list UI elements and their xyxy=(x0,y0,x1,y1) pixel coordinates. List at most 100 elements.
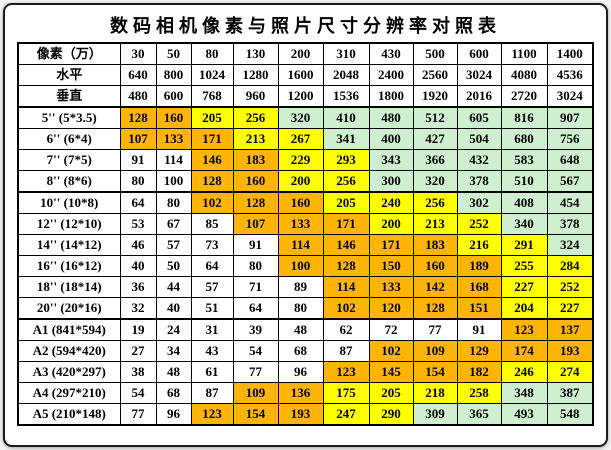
pixel-count-cell: 1400 xyxy=(546,42,594,65)
value-cell: 274 xyxy=(546,361,594,383)
row-label: A1 (841*594) xyxy=(17,318,121,341)
value-cell: 160 xyxy=(412,255,458,277)
vertical-res-cell: 2016 xyxy=(456,85,502,108)
value-cell: 46 xyxy=(119,234,157,256)
value-cell: 175 xyxy=(322,382,370,404)
value-cell: 80 xyxy=(232,255,279,277)
value-cell: 205 xyxy=(190,106,234,129)
value-cell: 107 xyxy=(119,128,157,150)
value-cell: 365 xyxy=(456,403,502,426)
pixel-count-cell: 500 xyxy=(412,42,458,65)
value-cell: 80 xyxy=(155,191,192,214)
row-label: 18'' (18*14) xyxy=(17,276,121,298)
value-cell: 128 xyxy=(119,106,157,129)
horizontal-res-cell: 2560 xyxy=(412,64,458,86)
horizontal-res-cell: 640 xyxy=(119,64,157,86)
value-cell: 255 xyxy=(500,255,548,277)
value-cell: 51 xyxy=(190,297,234,320)
value-cell: 193 xyxy=(546,340,594,362)
value-cell: 512 xyxy=(412,106,458,129)
value-cell: 128 xyxy=(232,191,279,214)
value-cell: 40 xyxy=(119,255,157,277)
value-cell: 605 xyxy=(456,106,502,129)
value-cell: 73 xyxy=(190,234,234,256)
value-cell: 136 xyxy=(277,382,324,404)
value-cell: 183 xyxy=(232,149,279,171)
row-label: 5'' (5*3.5) xyxy=(17,106,121,129)
table-row: A1 (841*594) 19 24 31 39 48 62 72 77 91 123 137 xyxy=(17,318,594,341)
value-cell: 366 xyxy=(412,149,458,171)
value-cell: 204 xyxy=(500,297,548,320)
row-label: A2 (594*420) xyxy=(17,340,121,362)
value-cell: 548 xyxy=(546,403,594,426)
value-cell: 174 xyxy=(500,340,548,362)
size-rows: 5'' (5*3.5) 128 160 205 256 320 410 480 512 605 81… xyxy=(17,106,594,426)
row-label: 10'' (10*8) xyxy=(17,191,121,214)
value-cell: 408 xyxy=(500,191,548,214)
value-cell: 77 xyxy=(119,403,157,426)
row-label: 7'' (7*5) xyxy=(17,149,121,171)
value-cell: 44 xyxy=(155,276,192,298)
value-cell: 89 xyxy=(277,276,324,298)
value-cell: 400 xyxy=(368,128,414,150)
value-cell: 146 xyxy=(322,234,370,256)
row-label: A5 (210*148) xyxy=(17,403,121,426)
value-cell: 50 xyxy=(155,255,192,277)
value-cell: 85 xyxy=(190,213,234,235)
pixel-count-cell: 30 xyxy=(119,42,157,65)
value-cell: 480 xyxy=(368,106,414,129)
value-cell: 87 xyxy=(322,340,370,362)
value-cell: 87 xyxy=(190,382,234,404)
value-cell: 504 xyxy=(456,128,502,150)
value-cell: 114 xyxy=(322,276,370,298)
value-cell: 247 xyxy=(322,403,370,426)
value-cell: 109 xyxy=(412,340,458,362)
value-cell: 107 xyxy=(232,213,279,235)
value-cell: 567 xyxy=(546,170,594,193)
value-cell: 816 xyxy=(500,106,548,129)
table-row: 20'' (20*16) 32 40 51 64 80 102 120 128 151 204 227 xyxy=(17,297,594,320)
value-cell: 291 xyxy=(500,234,548,256)
value-cell: 150 xyxy=(368,255,414,277)
value-cell: 38 xyxy=(119,361,157,383)
value-cell: 77 xyxy=(232,361,279,383)
value-cell: 102 xyxy=(322,297,370,320)
value-cell: 216 xyxy=(456,234,502,256)
horizontal-res-cell: 1280 xyxy=(232,64,279,86)
value-cell: 40 xyxy=(155,297,192,320)
pixel-count-cell: 80 xyxy=(190,42,234,65)
value-cell: 290 xyxy=(368,403,414,426)
table-row: 14'' (14*12) 46 57 73 91 114 146 171 183 216 291 32… xyxy=(17,234,594,256)
value-cell: 378 xyxy=(546,213,594,235)
value-cell: 53 xyxy=(119,213,157,235)
value-cell: 302 xyxy=(456,191,502,214)
value-cell: 200 xyxy=(277,170,324,193)
value-cell: 205 xyxy=(322,191,370,214)
value-cell: 246 xyxy=(500,361,548,383)
value-cell: 267 xyxy=(277,128,324,150)
horizontal-res-cell: 2048 xyxy=(322,64,370,86)
value-cell: 137 xyxy=(546,318,594,341)
table-row: 7'' (7*5) 91 114 146 183 229 293 343 366 432 583 64… xyxy=(17,149,594,171)
value-cell: 183 xyxy=(412,234,458,256)
value-cell: 146 xyxy=(190,149,234,171)
value-cell: 284 xyxy=(546,255,594,277)
value-cell: 54 xyxy=(119,382,157,404)
value-cell: 227 xyxy=(500,276,548,298)
vertical-res-cell: 768 xyxy=(190,85,234,108)
value-cell: 128 xyxy=(322,255,370,277)
value-cell: 348 xyxy=(500,382,548,404)
value-cell: 510 xyxy=(500,170,548,193)
value-cell: 133 xyxy=(155,128,192,150)
vertical-res-cell: 480 xyxy=(119,85,157,108)
row-label: 12'' (12*10) xyxy=(17,213,121,235)
value-cell: 341 xyxy=(322,128,370,150)
value-cell: 96 xyxy=(155,403,192,426)
value-cell: 256 xyxy=(322,170,370,193)
horizontal-res-cell: 2400 xyxy=(368,64,414,86)
value-cell: 128 xyxy=(412,297,458,320)
table-row: A2 (594*420) 27 34 43 54 68 87 102 109 129 174 193 xyxy=(17,340,594,362)
value-cell: 123 xyxy=(190,403,234,426)
horizontal-row: 水平 640 800 1024 1280 1600 2048 2400 2560 3024 408… xyxy=(17,64,594,86)
